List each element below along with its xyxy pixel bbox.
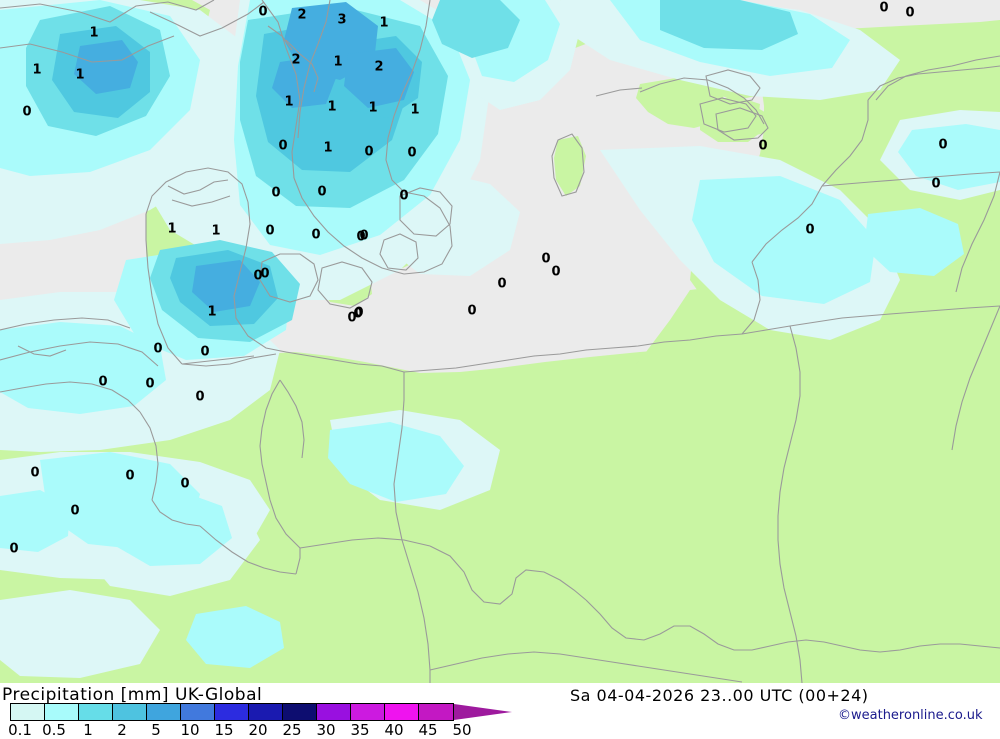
legend-tick: 35 xyxy=(350,721,370,739)
legend-tick: 15 xyxy=(214,721,234,739)
copyright-label: ©weatheronline.co.uk xyxy=(838,708,983,723)
legend-tick: 40 xyxy=(384,721,404,739)
legend-swatch xyxy=(113,704,147,720)
legend-tick: 5 xyxy=(151,721,161,739)
map-datetime: Sa 04-04-2026 23..00 UTC (00+24) xyxy=(570,686,869,705)
legend-overflow-arrow xyxy=(454,704,512,720)
legend-swatch xyxy=(147,704,181,720)
precipitation-layer xyxy=(0,0,1000,678)
legend-tick: 0.1 xyxy=(8,721,32,739)
legend-swatch xyxy=(419,704,453,720)
legend-tick: 1 xyxy=(83,721,93,739)
map-title: Precipitation [mm] UK-Global xyxy=(2,685,263,705)
legend-swatch xyxy=(283,704,317,720)
map-footer: Precipitation [mm] UK-Global Sa 04-04-20… xyxy=(0,683,1000,739)
legend-color-bar xyxy=(10,703,454,721)
legend-swatch xyxy=(351,704,385,720)
legend-tick: 30 xyxy=(316,721,336,739)
legend-tick: 20 xyxy=(248,721,268,739)
precipitation-legend[interactable]: 0.1 0.5 1 2 5 10 15 20 25 30 35 40 45 50 xyxy=(0,703,540,739)
legend-swatch xyxy=(79,704,113,720)
map-canvas xyxy=(0,0,1000,683)
legend-swatch xyxy=(11,704,45,720)
legend-tick: 45 xyxy=(418,721,438,739)
legend-swatch xyxy=(215,704,249,720)
legend-swatch xyxy=(317,704,351,720)
legend-swatch xyxy=(45,704,79,720)
legend-tick: 10 xyxy=(180,721,200,739)
legend-tick: 0.5 xyxy=(42,721,66,739)
legend-tick: 2 xyxy=(117,721,127,739)
coastline-layer xyxy=(0,0,1000,683)
legend-tick: 50 xyxy=(452,721,472,739)
legend-tick: 25 xyxy=(282,721,302,739)
legend-swatch xyxy=(385,704,419,720)
legend-swatch xyxy=(181,704,215,720)
legend-swatch xyxy=(249,704,283,720)
